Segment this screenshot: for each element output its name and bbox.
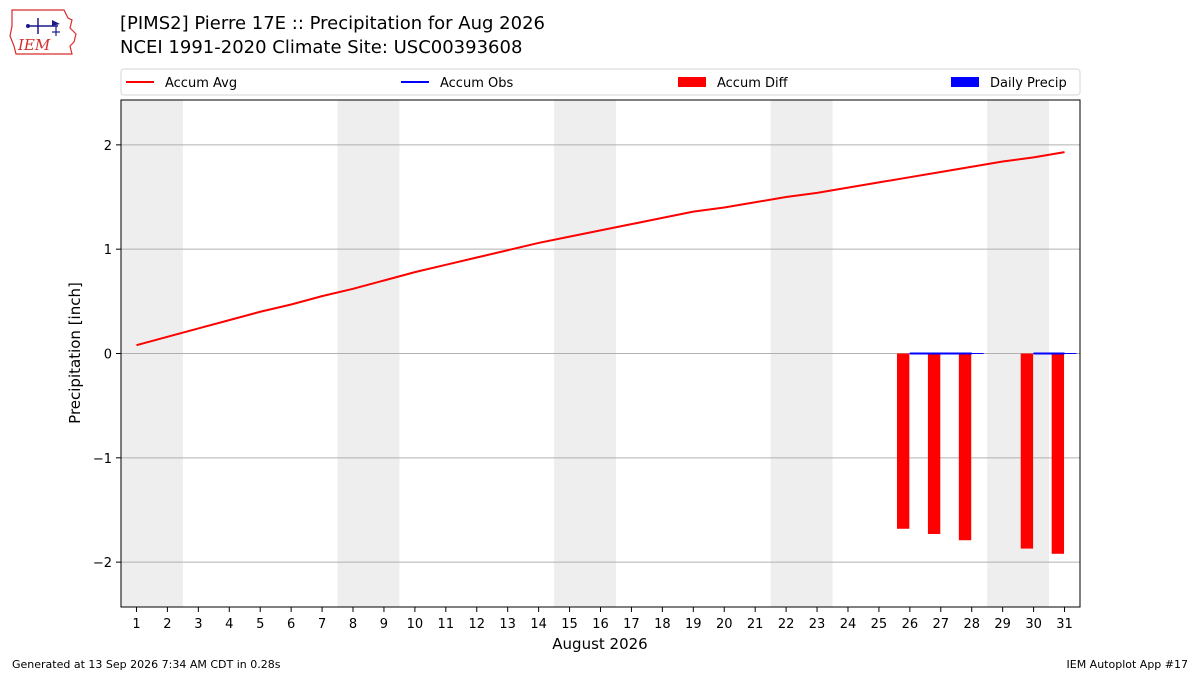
legend-label: Accum Diff (717, 76, 789, 91)
x-tick-label: 29 (994, 617, 1011, 632)
daily-precip-bar (1064, 353, 1077, 354)
x-tick-label: 16 (592, 617, 609, 632)
x-tick-label: 23 (809, 617, 826, 632)
x-tick-label: 13 (499, 617, 516, 632)
accum-diff-bar (1051, 353, 1065, 554)
x-tick-label: 3 (194, 617, 202, 632)
x-tick-label: 30 (1025, 617, 1042, 632)
x-tick-label: 19 (685, 617, 702, 632)
x-tick-label: 7 (318, 617, 326, 632)
x-tick-label: 6 (287, 617, 295, 632)
x-tick-label: 10 (407, 617, 424, 632)
x-tick-label: 24 (840, 617, 857, 632)
y-tick-label: −1 (93, 452, 112, 467)
accum-diff-bar (1020, 353, 1034, 549)
x-tick-label: 20 (716, 617, 733, 632)
x-axis-label: August 2026 (552, 635, 647, 653)
legend: Accum Avg Accum Obs Accum Diff Daily Precip (120, 68, 1081, 96)
y-tick-label: 0 (104, 348, 112, 363)
footer-app: IEM Autoplot App #17 (1066, 658, 1189, 671)
accum-diff-bar (927, 353, 941, 534)
x-tick-label: 25 (871, 617, 888, 632)
accum-diff-bar (896, 353, 910, 529)
accum-avg-line (136, 151, 1065, 347)
y-tick-label: 2 (104, 139, 112, 154)
y-tick-label: 1 (104, 243, 112, 258)
x-tick-label: 26 (902, 617, 919, 632)
x-tick-label: 31 (1056, 617, 1073, 632)
legend-swatch-bar (951, 77, 979, 87)
x-tick-label: 28 (963, 617, 980, 632)
x-tick-label: 12 (468, 617, 485, 632)
legend-label: Daily Precip (990, 76, 1067, 91)
x-tick-label: 9 (380, 617, 388, 632)
footer-generated: Generated at 13 Sep 2026 7:34 AM CDT in … (12, 658, 281, 671)
x-tick-label: 15 (561, 617, 578, 632)
x-tick-label: 14 (530, 617, 547, 632)
x-tick-label: 11 (438, 617, 455, 632)
x-tick-label: 5 (256, 617, 264, 632)
x-tick-label: 8 (349, 617, 357, 632)
x-tick-label: 27 (933, 617, 950, 632)
legend-swatch-bar (678, 77, 706, 87)
logo-text: IEM (17, 36, 51, 54)
chart-title: [PIMS2] Pierre 17E :: Precipitation for … (120, 13, 545, 34)
x-tick-label: 1 (132, 617, 140, 632)
x-tick-label: 18 (654, 617, 671, 632)
iem-logo: IEM (8, 6, 80, 58)
y-axis-label: Precipitation [inch] (66, 282, 84, 424)
x-tick-label: 2 (163, 617, 171, 632)
x-tick-label: 4 (225, 617, 233, 632)
legend-label: Accum Obs (440, 76, 513, 91)
iem-state-outline-logo-icon: IEM (9, 9, 77, 55)
accum-diff-bar (958, 353, 972, 541)
x-tick-label: 21 (747, 617, 764, 632)
legend-label: Accum Avg (165, 76, 237, 91)
x-tick-label: 17 (623, 617, 640, 632)
x-tick-label: 22 (778, 617, 795, 632)
legend-frame (120, 68, 1081, 96)
y-tick-label: −2 (93, 556, 112, 571)
chart-subtitle: NCEI 1991-2020 Climate Site: USC00393608 (120, 37, 523, 58)
daily-precip-bar (971, 353, 984, 354)
